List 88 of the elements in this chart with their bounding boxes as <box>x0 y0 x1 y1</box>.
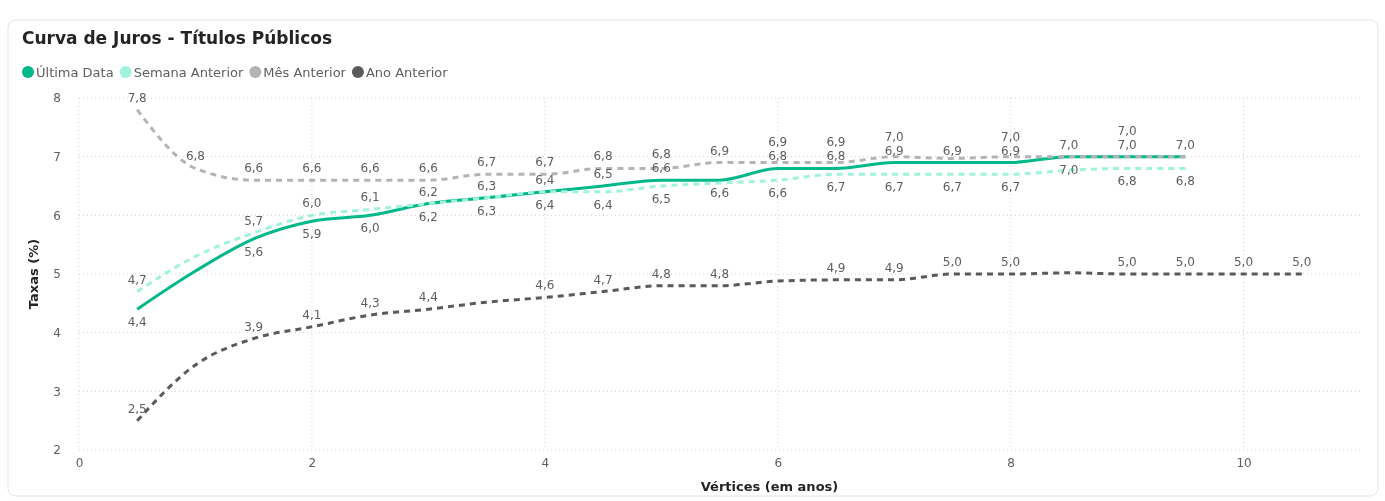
data-label: 6,9 <box>884 143 904 158</box>
data-label: 5,0 <box>1001 255 1021 269</box>
data-label: 6,8 <box>1117 174 1137 189</box>
data-label: 3,9 <box>244 319 264 334</box>
data-label: 6,0 <box>360 221 380 236</box>
data-label: 5,7 <box>244 213 264 228</box>
data-label: 5,0 <box>942 255 962 269</box>
data-label: 4,7 <box>593 272 613 287</box>
data-label: 6,0 <box>302 196 322 211</box>
data-label: 6,9 <box>1001 143 1021 158</box>
data-label: 6,7 <box>1001 180 1021 195</box>
data-label: 6,7 <box>884 180 904 195</box>
data-label: 2,5 <box>127 401 147 416</box>
legend-label: Ano Anterior <box>365 65 449 80</box>
y-axis-title: Taxas (%) <box>26 238 41 310</box>
data-label: 6,9 <box>709 143 730 158</box>
x-tick-label: 0 <box>75 455 84 470</box>
data-label: 5,0 <box>1292 255 1312 269</box>
data-label: 5,0 <box>1117 255 1137 269</box>
data-label: 6,6 <box>302 161 322 176</box>
data-label: 4,9 <box>826 260 846 275</box>
data-label: 6,3 <box>477 178 497 193</box>
data-label: 6,6 <box>768 186 788 201</box>
data-label: 7,8 <box>127 90 147 105</box>
data-label: 6,8 <box>651 147 671 162</box>
data-label: 4,8 <box>651 266 671 281</box>
data-label: 7,0 <box>1175 137 1195 152</box>
data-label: 6,7 <box>942 180 962 195</box>
data-label: 6,8 <box>185 149 205 164</box>
data-label: 4,9 <box>884 260 904 275</box>
data-label: 6,9 <box>768 135 788 150</box>
data-label: 6,7 <box>535 155 555 170</box>
y-tick-label: 2 <box>53 443 61 458</box>
y-tick-label: 7 <box>53 150 61 165</box>
data-label: 7,0 <box>1059 162 1079 177</box>
x-tick-label: 10 <box>1236 455 1252 470</box>
x-tick-label: 6 <box>774 455 783 470</box>
x-axis-title: Vértices (em anos) <box>700 479 839 494</box>
data-label: 6,5 <box>593 167 613 181</box>
data-label: 6,1 <box>360 190 380 205</box>
data-label: 6,8 <box>768 149 788 164</box>
data-label: 6,9 <box>826 135 846 150</box>
data-label: 6,6 <box>651 161 671 176</box>
data-label: 6,9 <box>942 143 962 158</box>
data-label: 6,2 <box>418 184 438 199</box>
data-label: 7,0 <box>1117 123 1137 138</box>
data-label: 5,0 <box>1234 255 1254 269</box>
y-tick-label: 6 <box>53 208 61 223</box>
x-tick-label: 8 <box>1007 455 1015 470</box>
data-label: 6,7 <box>477 155 497 170</box>
legend-label: Última Data <box>36 65 114 80</box>
data-label: 6,5 <box>651 192 671 206</box>
legend-label: Semana Anterior <box>133 65 244 80</box>
chart-title: Curva de Juros - Títulos Públicos <box>22 28 333 48</box>
data-label: 4,1 <box>302 307 322 322</box>
data-label: 6,8 <box>826 149 846 164</box>
data-label: 6,4 <box>535 197 555 212</box>
y-tick-label: 5 <box>53 267 61 282</box>
data-label: 4,4 <box>418 290 438 305</box>
legend-label: Mês Anterior <box>263 65 347 80</box>
data-label: 7,0 <box>1117 137 1137 152</box>
data-label: 4,3 <box>360 296 380 311</box>
data-label: 7,0 <box>1059 137 1079 152</box>
data-label: 4,7 <box>127 272 147 287</box>
data-label: 6,6 <box>418 161 438 176</box>
data-label: 5,9 <box>302 227 322 242</box>
data-label: 4,8 <box>709 266 730 281</box>
data-label: 7,0 <box>1001 129 1021 144</box>
data-label: 6,4 <box>593 197 613 212</box>
data-label: 6,6 <box>709 186 730 201</box>
data-label: 6,7 <box>826 180 846 195</box>
y-tick-label: 8 <box>53 91 61 106</box>
data-label: 6,3 <box>477 203 497 218</box>
x-tick-label: 4 <box>541 455 550 470</box>
y-tick-label: 4 <box>53 326 61 341</box>
data-label: 6,6 <box>244 161 264 176</box>
data-label: 6,2 <box>418 209 438 224</box>
y-tick-label: 3 <box>53 384 61 399</box>
data-label: 6,6 <box>360 161 380 176</box>
data-label: 6,4 <box>535 172 555 187</box>
data-label: 5,6 <box>244 244 264 259</box>
data-label: 7,0 <box>884 129 904 144</box>
data-label: 5,0 <box>1175 255 1195 269</box>
data-label: 4,4 <box>127 315 147 330</box>
x-tick-label: 2 <box>308 455 317 470</box>
data-label: 6,8 <box>1175 174 1195 189</box>
data-label: 6,8 <box>593 149 613 164</box>
data-label: 4,6 <box>535 278 555 293</box>
